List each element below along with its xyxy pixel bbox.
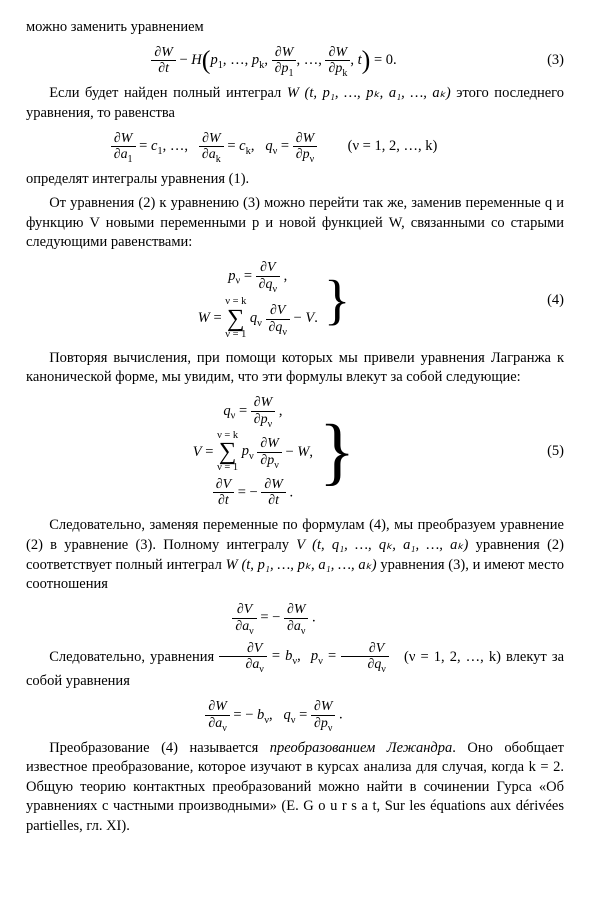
W-expr-2: W (t, p₁, …, pₖ, a₁, …, aₖ)	[226, 557, 377, 573]
para-intro: можно заменить уравнением	[26, 18, 564, 38]
equation-a-c: ∂W∂a1 = c1, …, ∂W∂ak = ck, qν = ∂W∂pν (ν…	[26, 132, 564, 163]
nu-range: (ν = 1, 2, …, k)	[348, 138, 438, 154]
para-full-integral: Если будет найден полный интеграл W (t, …	[26, 84, 564, 123]
nu-range-2: (ν = 1, 2, …, k)	[404, 648, 501, 664]
eq-num-4: (4)	[522, 291, 564, 311]
equation-dw-da: ∂W∂aν = − bν, qν = ∂W∂pν .	[26, 700, 564, 731]
para-repeat-calc: Повторяя вычисления, при помощи которых …	[26, 349, 564, 388]
para-consequently-eq: Следовательно, уравнения ∂V∂aν = bν, pν …	[26, 642, 564, 692]
para-consequence: Следовательно, заменяя переменные по фор…	[26, 516, 564, 594]
legendre-term: преобразованием Лежандра	[270, 740, 453, 756]
equation-5: qν = ∂W∂pν , V = ν = k∑ν = 1 pν ∂W∂pν − …	[26, 396, 564, 509]
equation-4: pν = ∂V∂qν , W = ν = k∑ν = 1 qν ∂V∂qν − …	[26, 261, 564, 341]
equation-3: ∂W∂t − H(p1, …, pk, ∂W∂p1, …, ∂W∂pk, t) …	[26, 46, 564, 77]
para-transition: От уравнения (2) к уравнению (3) можно п…	[26, 194, 564, 253]
para-define-integrals: определят интегралы уравнения (1).	[26, 170, 564, 190]
para-legendre: Преобразование (4) называется преобразов…	[26, 739, 564, 837]
eq-num-5: (5)	[522, 442, 564, 462]
W-expr: W (t, p₁, …, pₖ, a₁, …, aₖ)	[287, 85, 451, 101]
eq-num-3: (3)	[522, 51, 564, 71]
V-expr: V (t, q₁, …, qₖ, a₁, …, aₖ)	[296, 537, 468, 553]
equation-dv-da: ∂V∂aν = − ∂W∂aν .	[26, 603, 564, 634]
